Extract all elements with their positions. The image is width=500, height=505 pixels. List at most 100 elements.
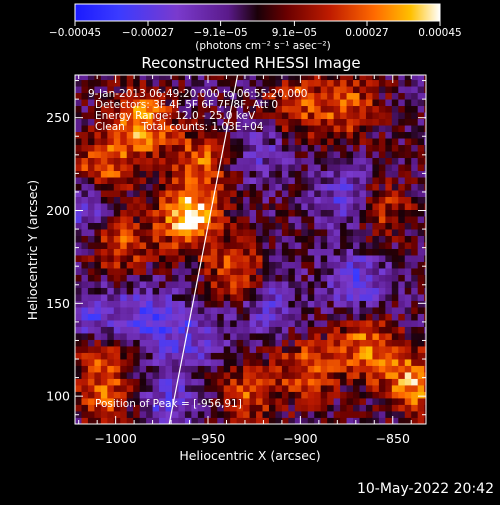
heatmap-pixel bbox=[113, 411, 121, 418]
heatmap-pixel bbox=[340, 105, 347, 113]
heatmap-pixel bbox=[256, 86, 263, 94]
heatmap-pixel bbox=[217, 196, 225, 204]
heatmap-pixel bbox=[327, 151, 335, 159]
heatmap-pixel bbox=[262, 177, 270, 184]
heatmap-pixel bbox=[159, 235, 166, 243]
heatmap-pixel bbox=[320, 209, 328, 217]
heatmap-pixel bbox=[87, 339, 95, 347]
heatmap-pixel bbox=[424, 177, 426, 184]
heatmap-pixel bbox=[288, 294, 296, 301]
heatmap-pixel bbox=[87, 385, 95, 392]
heatmap-pixel bbox=[262, 352, 270, 360]
heatmap-pixel bbox=[391, 229, 399, 236]
heatmap-pixel bbox=[281, 235, 289, 243]
heatmap-pixel bbox=[223, 300, 231, 308]
heatmap-pixel bbox=[281, 216, 289, 223]
heatmap-pixel bbox=[340, 151, 347, 159]
heatmap-pixel bbox=[94, 300, 102, 308]
heatmap-pixel bbox=[353, 346, 360, 353]
heatmap-pixel bbox=[275, 196, 283, 204]
heatmap-pixel bbox=[340, 274, 347, 282]
heatmap-pixel bbox=[411, 404, 419, 412]
heatmap-pixel bbox=[81, 242, 89, 249]
heatmap-pixel bbox=[75, 294, 82, 301]
heatmap-pixel bbox=[353, 151, 360, 159]
heatmap-pixel bbox=[256, 333, 263, 340]
heatmap-pixel bbox=[120, 151, 128, 159]
heatmap-pixel bbox=[365, 411, 373, 418]
heatmap-pixel bbox=[184, 157, 192, 165]
heatmap-pixel bbox=[204, 216, 212, 223]
heatmap-pixel bbox=[340, 287, 347, 295]
heatmap-pixel bbox=[165, 79, 173, 87]
heatmap-pixel bbox=[275, 222, 283, 230]
heatmap-pixel bbox=[346, 209, 354, 217]
heatmap-pixel bbox=[372, 118, 380, 126]
heatmap-pixel bbox=[262, 391, 270, 399]
heatmap-pixel bbox=[262, 196, 270, 204]
heatmap-pixel bbox=[223, 307, 231, 314]
heatmap-pixel bbox=[159, 170, 166, 178]
heatmap-pixel bbox=[87, 216, 95, 223]
heatmap-pixel bbox=[191, 138, 199, 146]
heatmap-pixel bbox=[275, 170, 283, 178]
heatmap-pixel bbox=[120, 86, 128, 94]
heatmap-pixel bbox=[87, 391, 95, 399]
heatmap-pixel bbox=[184, 183, 192, 191]
heatmap-pixel bbox=[197, 196, 205, 204]
heatmap-pixel bbox=[411, 281, 419, 288]
heatmap-pixel bbox=[327, 333, 335, 340]
heatmap-pixel bbox=[378, 196, 386, 204]
heatmap-pixel bbox=[346, 268, 354, 275]
heatmap-pixel bbox=[100, 118, 108, 126]
heatmap-pixel bbox=[146, 281, 153, 288]
heatmap-pixel bbox=[314, 320, 322, 327]
heatmap-pixel bbox=[94, 326, 102, 334]
heatmap-pixel bbox=[184, 229, 192, 236]
heatmap-pixel bbox=[307, 138, 315, 146]
heatmap-pixel bbox=[385, 339, 393, 347]
heatmap-pixel bbox=[236, 177, 244, 184]
heatmap-pixel bbox=[152, 359, 160, 366]
heatmap-pixel bbox=[365, 144, 373, 152]
heatmap-pixel bbox=[120, 365, 128, 373]
heatmap-pixel bbox=[268, 320, 276, 327]
heatmap-pixel bbox=[171, 164, 179, 172]
heatmap-pixel bbox=[256, 203, 263, 210]
heatmap-pixel bbox=[404, 209, 412, 217]
heatmap-pixel bbox=[217, 307, 225, 314]
heatmap-pixel bbox=[107, 144, 115, 152]
heatmap-pixel bbox=[398, 99, 406, 107]
heatmap-pixel bbox=[268, 118, 276, 126]
heatmap-pixel bbox=[126, 196, 134, 204]
heatmap-pixel bbox=[120, 411, 128, 418]
heatmap-pixel bbox=[359, 294, 367, 301]
heatmap-pixel bbox=[159, 261, 166, 269]
heatmap-pixel bbox=[139, 196, 147, 204]
heatmap-pixel bbox=[353, 164, 360, 172]
heatmap-pixel bbox=[268, 307, 276, 314]
heatmap-pixel bbox=[301, 255, 309, 262]
heatmap-pixel bbox=[378, 365, 386, 373]
heatmap-pixel bbox=[301, 339, 309, 347]
heatmap-pixel bbox=[197, 307, 205, 314]
heatmap-pixel bbox=[314, 118, 322, 126]
heatmap-pixel bbox=[139, 235, 147, 243]
heatmap-pixel bbox=[301, 177, 309, 184]
heatmap-pixel bbox=[365, 75, 373, 81]
heatmap-pixel bbox=[126, 339, 134, 347]
heatmap-pixel bbox=[178, 229, 186, 236]
heatmap-pixel bbox=[327, 255, 335, 262]
heatmap-pixel bbox=[268, 222, 276, 230]
heatmap-pixel bbox=[398, 248, 406, 256]
heatmap-pixel bbox=[146, 307, 153, 314]
heatmap-pixel bbox=[417, 255, 425, 262]
heatmap-pixel bbox=[340, 313, 347, 321]
heatmap-pixel bbox=[159, 378, 166, 386]
heatmap-pixel bbox=[249, 170, 257, 178]
heatmap-pixel bbox=[165, 378, 173, 386]
heatmap-pixel bbox=[365, 235, 373, 243]
heatmap-pixel bbox=[385, 86, 393, 94]
heatmap-pixel bbox=[411, 411, 419, 418]
heatmap-pixel bbox=[120, 417, 128, 424]
